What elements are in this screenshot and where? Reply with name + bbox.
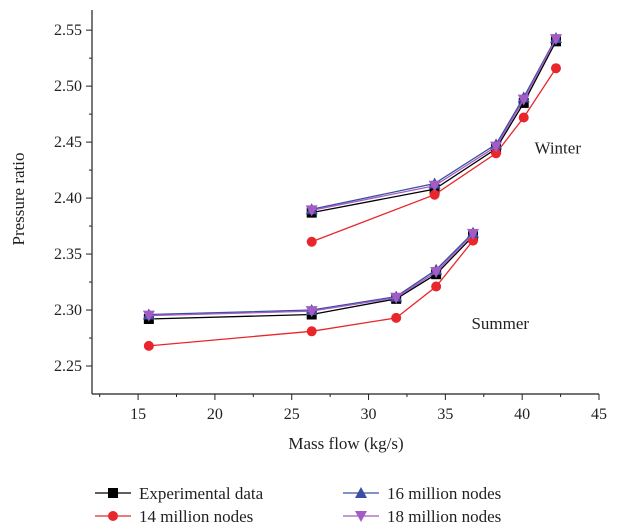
data-point <box>550 63 561 74</box>
series-2 <box>143 63 561 351</box>
annotation-label: Winter <box>534 138 581 157</box>
legend-item: 16 million nodes <box>343 484 501 503</box>
data-point <box>429 189 440 200</box>
annotation-label: Summer <box>471 314 529 333</box>
legend-label: 16 million nodes <box>387 484 501 503</box>
data-point <box>468 235 479 246</box>
data-point <box>428 180 441 192</box>
y-tick-label: 2.40 <box>54 190 82 207</box>
ticks: 15 20 25 30 35 40 45 2.25 2.30 2.35 2.40 2.45 2.50 2.… <box>54 22 607 423</box>
data-point <box>391 312 402 323</box>
legend-item: Experimental data <box>95 484 264 503</box>
data-point <box>305 306 318 318</box>
y-tick-label: 2.50 <box>54 78 82 95</box>
data-point <box>430 266 443 278</box>
x-tick-label: 20 <box>207 406 223 423</box>
data-point <box>143 340 154 351</box>
x-tick-label: 40 <box>514 406 530 423</box>
legend-marker <box>355 487 367 498</box>
series-3 <box>142 31 562 320</box>
legend: Experimental data 16 million nodes 14 mill… <box>95 484 501 526</box>
y-tick-label: 2.45 <box>54 134 82 151</box>
x-tick-label: 15 <box>130 406 146 423</box>
y-tick-label: 2.30 <box>54 302 82 319</box>
x-tick-label: 30 <box>361 406 377 423</box>
data-point <box>305 205 318 217</box>
legend-label: 18 million nodes <box>387 507 501 526</box>
y-tick-label: 2.25 <box>54 358 82 375</box>
legend-label: Experimental data <box>139 484 264 503</box>
legend-marker <box>108 488 118 498</box>
data-point <box>518 112 529 123</box>
series-4 <box>142 34 562 322</box>
y-axis-label: Pressure ratio <box>9 152 28 245</box>
data-point <box>142 310 155 322</box>
data-point <box>390 292 403 304</box>
y-tick-label: 2.35 <box>54 246 82 263</box>
x-tick-label: 45 <box>591 406 607 423</box>
x-tick-label: 25 <box>284 406 300 423</box>
data-point <box>549 34 562 46</box>
legend-marker <box>108 511 118 521</box>
data-point <box>467 228 480 240</box>
series-layer <box>142 31 562 351</box>
x-tick-label: 35 <box>437 406 453 423</box>
x-axis-label: Mass flow (kg/s) <box>288 434 403 453</box>
data-point <box>490 141 503 153</box>
data-point <box>431 281 442 292</box>
y-tick-label: 2.55 <box>54 22 82 39</box>
annotations: Winter Summer <box>471 138 581 333</box>
legend-item: 14 million nodes <box>95 507 253 526</box>
data-point <box>517 94 530 106</box>
data-point <box>306 326 317 337</box>
data-point <box>306 236 317 247</box>
legend-item: 18 million nodes <box>343 507 501 526</box>
series-1 <box>143 36 561 324</box>
legend-marker <box>355 511 367 522</box>
series-line <box>311 67 557 243</box>
data-point <box>491 148 502 159</box>
legend-label: 14 million nodes <box>139 507 253 526</box>
